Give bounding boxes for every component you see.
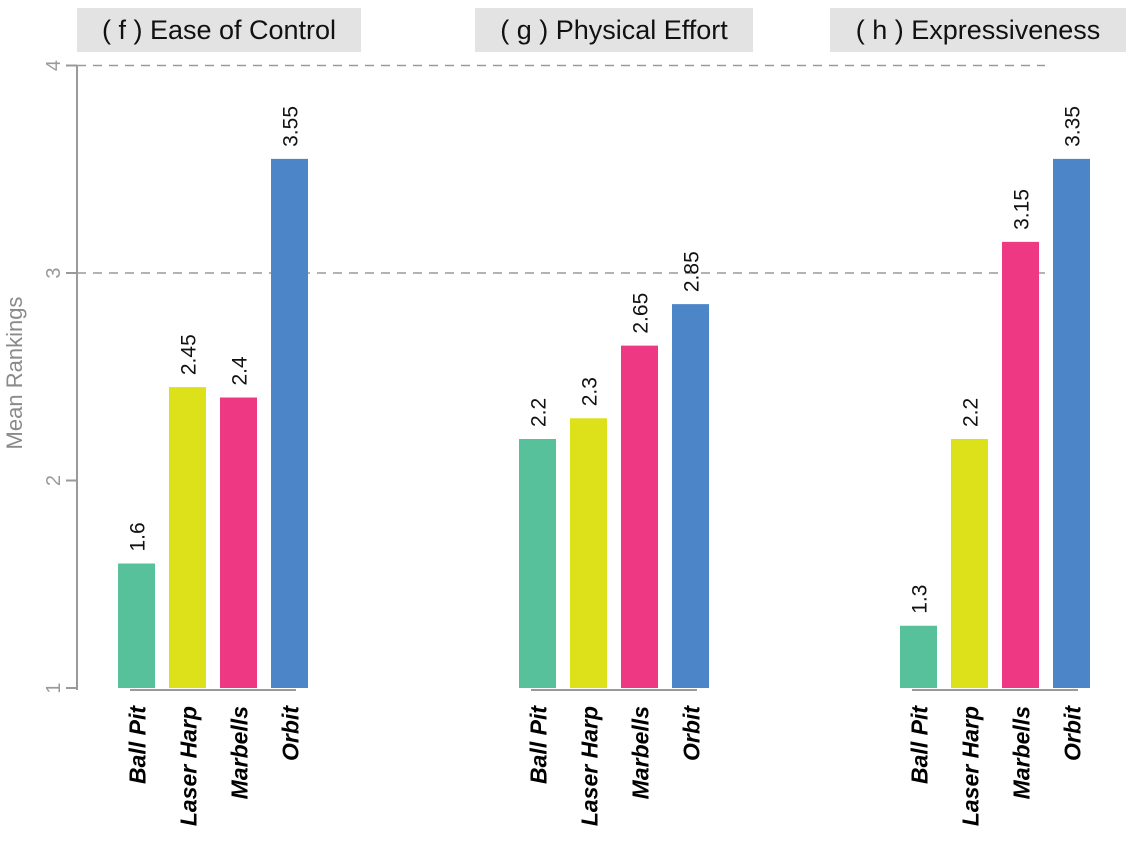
panel-title-f: ( f ) Ease of Control bbox=[77, 8, 361, 52]
category-label-0-0: Ball Pit bbox=[125, 705, 151, 784]
data-label-1-1: 2.3 bbox=[579, 377, 602, 406]
data-label-1-3: 2.85 bbox=[681, 251, 704, 292]
data-label-2-3: 3.35 bbox=[1062, 106, 1085, 147]
data-label-2-0: 1.3 bbox=[909, 585, 932, 614]
bar-2-2 bbox=[1002, 241, 1039, 688]
bar-0-0 bbox=[118, 563, 155, 688]
category-label-1-0: Ball Pit bbox=[526, 705, 552, 784]
data-label-0-2: 2.4 bbox=[229, 356, 252, 386]
category-label-2-3: Orbit bbox=[1060, 705, 1086, 761]
bar-2-0 bbox=[900, 625, 937, 688]
data-label-2-1: 2.2 bbox=[960, 398, 983, 427]
category-label-2-2: Marbells bbox=[1009, 706, 1035, 799]
bar-1-2 bbox=[621, 345, 658, 688]
data-label-0-0: 1.6 bbox=[127, 522, 150, 551]
panel-title-h: ( h ) Expressiveness bbox=[830, 8, 1126, 52]
category-label-2-1: Laser Harp bbox=[958, 706, 984, 826]
data-label-1-0: 2.2 bbox=[528, 398, 551, 427]
bar-0-2 bbox=[220, 397, 257, 688]
bar-0-3 bbox=[271, 158, 308, 688]
bar-0-1 bbox=[169, 387, 206, 688]
category-label-1-1: Laser Harp bbox=[577, 706, 603, 826]
data-label-0-1: 2.45 bbox=[178, 334, 201, 375]
y-tick-label-3: 3 bbox=[43, 267, 65, 278]
data-label-1-2: 2.65 bbox=[630, 293, 653, 334]
category-label-0-3: Orbit bbox=[278, 705, 304, 761]
bar-2-1 bbox=[951, 439, 988, 688]
y-tick-label-2: 2 bbox=[43, 475, 65, 486]
data-label-2-2: 3.15 bbox=[1011, 189, 1034, 230]
category-label-2-0: Ball Pit bbox=[907, 705, 933, 784]
y-tick-label-4: 4 bbox=[43, 60, 65, 71]
y-axis-label: Mean Rankings bbox=[2, 297, 27, 450]
data-label-0-3: 3.55 bbox=[280, 106, 303, 147]
bar-1-0 bbox=[519, 439, 556, 688]
bar-2-3 bbox=[1053, 158, 1090, 688]
category-label-0-2: Marbells bbox=[227, 706, 253, 799]
y-tick-label-1: 1 bbox=[43, 682, 65, 693]
category-label-1-3: Orbit bbox=[679, 705, 705, 761]
category-label-1-2: Marbells bbox=[628, 706, 654, 799]
category-label-0-1: Laser Harp bbox=[176, 706, 202, 826]
panel-title-g: ( g ) Physical Effort bbox=[475, 8, 753, 52]
bar-1-1 bbox=[570, 418, 607, 688]
bar-1-3 bbox=[672, 304, 709, 688]
